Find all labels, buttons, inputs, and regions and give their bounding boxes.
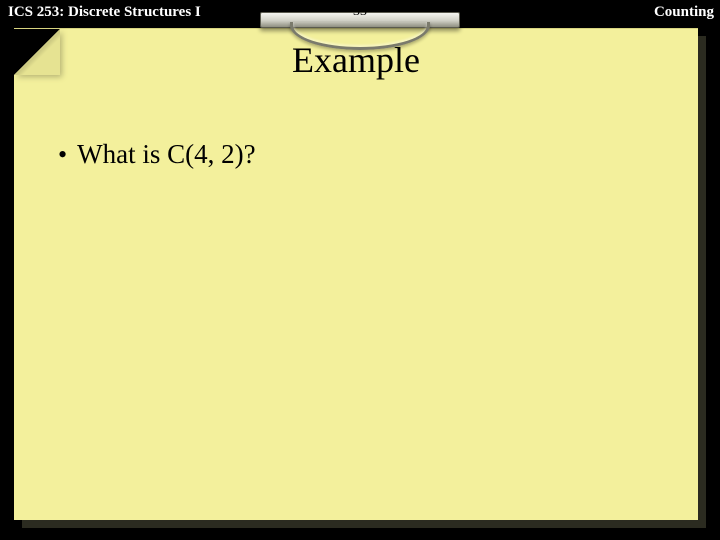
- bullet-item: • What is C(4, 2)?: [58, 139, 256, 170]
- course-title: ICS 253: Discrete Structures I: [8, 4, 201, 21]
- bullet-marker-icon: •: [58, 142, 67, 168]
- topic-label: Counting: [654, 4, 714, 21]
- notepad-sheet: Example • What is C(4, 2)?: [14, 28, 698, 520]
- bullet-text: What is C(4, 2)?: [77, 139, 255, 170]
- page-number: 33: [353, 4, 367, 20]
